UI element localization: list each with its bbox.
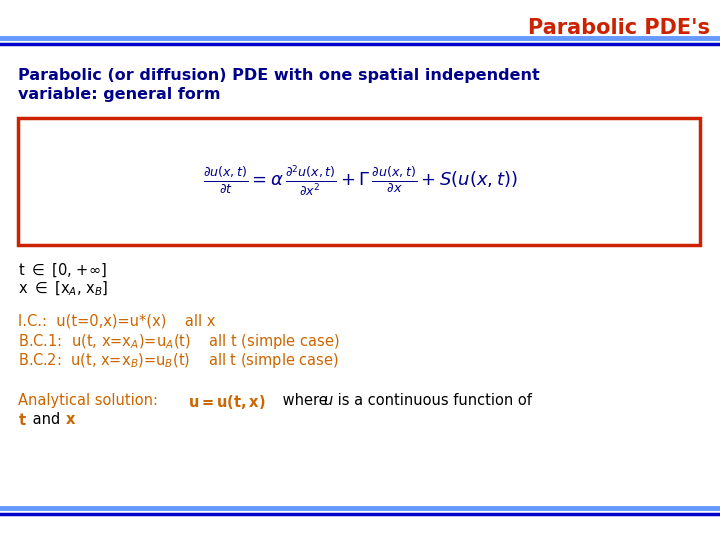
Text: B.C.1:  u(t, x=x$_A$)=u$_A$(t)    all t (simple case): B.C.1: u(t, x=x$_A$)=u$_A$(t) all t (sim… xyxy=(18,332,340,351)
Text: Parabolic PDE's: Parabolic PDE's xyxy=(528,18,710,38)
Text: is a continuous function of: is a continuous function of xyxy=(333,393,532,408)
Text: $\bf{u=u(t,x)}$: $\bf{u=u(t,x)}$ xyxy=(188,393,266,411)
Text: $\bf{t}$: $\bf{t}$ xyxy=(18,412,27,428)
Text: $u$: $u$ xyxy=(323,393,333,408)
Text: x $\in$ [x$_A$, x$_B$]: x $\in$ [x$_A$, x$_B$] xyxy=(18,280,109,299)
Text: t $\in$ [0, +$\infty$]: t $\in$ [0, +$\infty$] xyxy=(18,262,107,279)
Text: where: where xyxy=(278,393,333,408)
Text: variable: general form: variable: general form xyxy=(18,87,220,102)
Text: Analytical solution:: Analytical solution: xyxy=(18,393,163,408)
Text: $\frac{\partial u(x,t)}{\partial t} = \alpha\,\frac{\partial^2 u(x,t)}{\partial : $\frac{\partial u(x,t)}{\partial t} = \a… xyxy=(202,164,518,198)
Text: $\bf{x}$: $\bf{x}$ xyxy=(65,412,76,427)
Text: B.C.2:  u(t, x=x$_B$)=u$_B$(t)    all t (simple case): B.C.2: u(t, x=x$_B$)=u$_B$(t) all t (sim… xyxy=(18,351,339,370)
Text: I.C.:  u(t=0,x)=u*(x)    all x: I.C.: u(t=0,x)=u*(x) all x xyxy=(18,313,215,328)
Bar xyxy=(18,118,700,245)
Text: and: and xyxy=(28,412,65,427)
Text: Parabolic (or diffusion) PDE with one spatial independent: Parabolic (or diffusion) PDE with one sp… xyxy=(18,68,540,83)
